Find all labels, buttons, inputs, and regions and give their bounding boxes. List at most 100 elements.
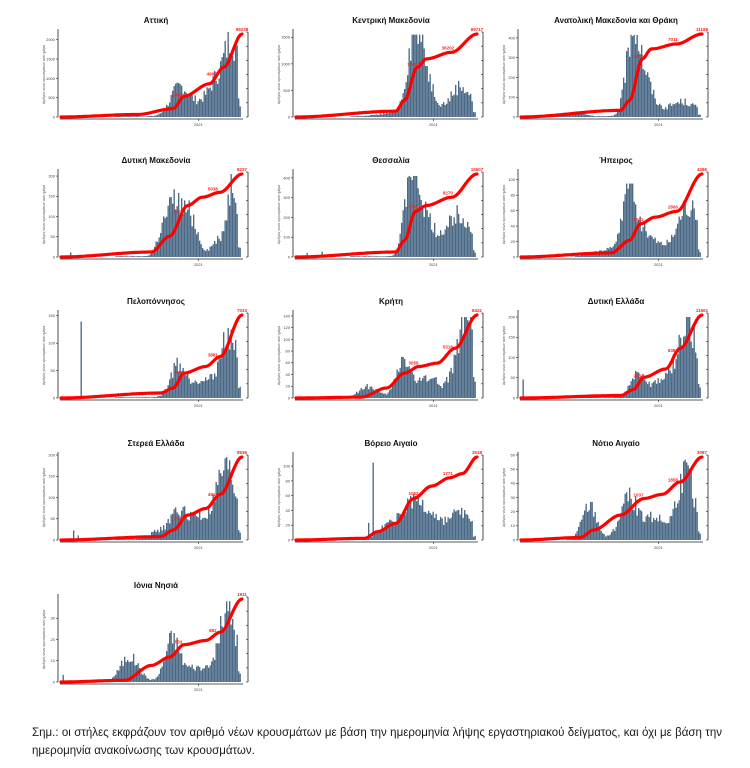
bar — [238, 530, 240, 540]
bar — [173, 86, 175, 117]
cumulative-annotation: 1858 — [668, 478, 679, 483]
bar — [449, 101, 451, 117]
bar — [464, 510, 466, 540]
bar — [215, 643, 217, 682]
bar — [221, 475, 223, 540]
bar — [428, 81, 430, 117]
bar — [677, 503, 679, 540]
bar — [206, 518, 208, 540]
bar — [653, 89, 655, 117]
chart-title: Θεσσαλία — [372, 156, 410, 165]
bar — [656, 517, 658, 540]
bar — [638, 508, 640, 540]
bar — [235, 339, 237, 398]
bar — [564, 114, 566, 117]
bar — [653, 239, 655, 257]
bar — [602, 397, 604, 398]
bar — [438, 520, 440, 540]
bar — [134, 116, 136, 117]
bar — [378, 530, 380, 540]
bar — [593, 516, 595, 540]
bar — [617, 111, 619, 117]
bar — [181, 371, 183, 398]
bar — [380, 530, 382, 540]
bar — [375, 389, 377, 398]
bar — [668, 242, 670, 257]
bar — [680, 98, 682, 117]
bar — [389, 390, 391, 398]
bar — [124, 539, 126, 540]
bar — [209, 514, 211, 540]
bar — [182, 94, 184, 117]
bar — [146, 116, 148, 117]
bar — [160, 395, 162, 398]
bar — [644, 522, 646, 540]
bar — [650, 386, 652, 398]
bar — [683, 336, 685, 398]
bar — [172, 90, 174, 117]
bar — [175, 209, 177, 257]
bar — [191, 95, 193, 117]
bar — [161, 112, 163, 117]
bar — [609, 397, 611, 398]
bar — [188, 665, 190, 682]
bar — [395, 378, 397, 398]
bar — [375, 256, 377, 257]
bar — [125, 661, 127, 682]
bar — [608, 535, 610, 540]
bar — [437, 102, 439, 117]
bar — [121, 539, 123, 540]
bar — [139, 256, 141, 257]
bar — [587, 254, 589, 257]
bar — [143, 537, 145, 540]
bar — [681, 493, 683, 540]
bar — [163, 111, 165, 117]
bar — [404, 88, 406, 117]
cumulative-annotation: 3518 — [472, 450, 483, 455]
bar — [359, 256, 361, 257]
bar — [576, 531, 578, 540]
bar — [692, 103, 694, 117]
y-tick-label: 200 — [283, 215, 290, 220]
bar — [581, 112, 583, 117]
bar — [137, 397, 139, 398]
bar — [408, 504, 410, 540]
bar — [449, 518, 451, 540]
bar — [398, 513, 400, 540]
bar — [235, 496, 237, 540]
bar — [139, 397, 141, 398]
bar — [182, 213, 184, 257]
cumulative-annotation: 8536 — [237, 450, 248, 455]
bar — [157, 529, 159, 540]
bar — [456, 95, 458, 117]
cumulative-annotation: 1062 — [408, 491, 419, 496]
bar — [461, 507, 463, 540]
cumulative-annotation: 3087 — [697, 450, 708, 455]
bar — [474, 381, 476, 398]
chart-title: Αττική — [144, 16, 169, 25]
bar — [660, 241, 662, 257]
bar — [450, 367, 452, 398]
bar — [633, 34, 635, 117]
bar — [208, 379, 210, 398]
bar — [416, 501, 418, 540]
bar — [387, 256, 389, 257]
bar — [392, 521, 394, 540]
bar — [163, 393, 165, 398]
bar — [208, 667, 210, 682]
bar — [672, 508, 674, 540]
bar — [178, 371, 180, 398]
bar — [221, 626, 223, 682]
bar — [588, 510, 590, 540]
bar — [133, 539, 135, 540]
bar — [407, 498, 409, 540]
bar — [229, 205, 231, 257]
bar — [675, 359, 677, 398]
bar — [365, 256, 367, 257]
bar — [441, 518, 443, 540]
bar — [118, 539, 120, 540]
x-tick-label: 2021 — [194, 403, 204, 408]
bar — [588, 253, 590, 257]
bar — [377, 256, 379, 257]
bar — [125, 116, 127, 117]
